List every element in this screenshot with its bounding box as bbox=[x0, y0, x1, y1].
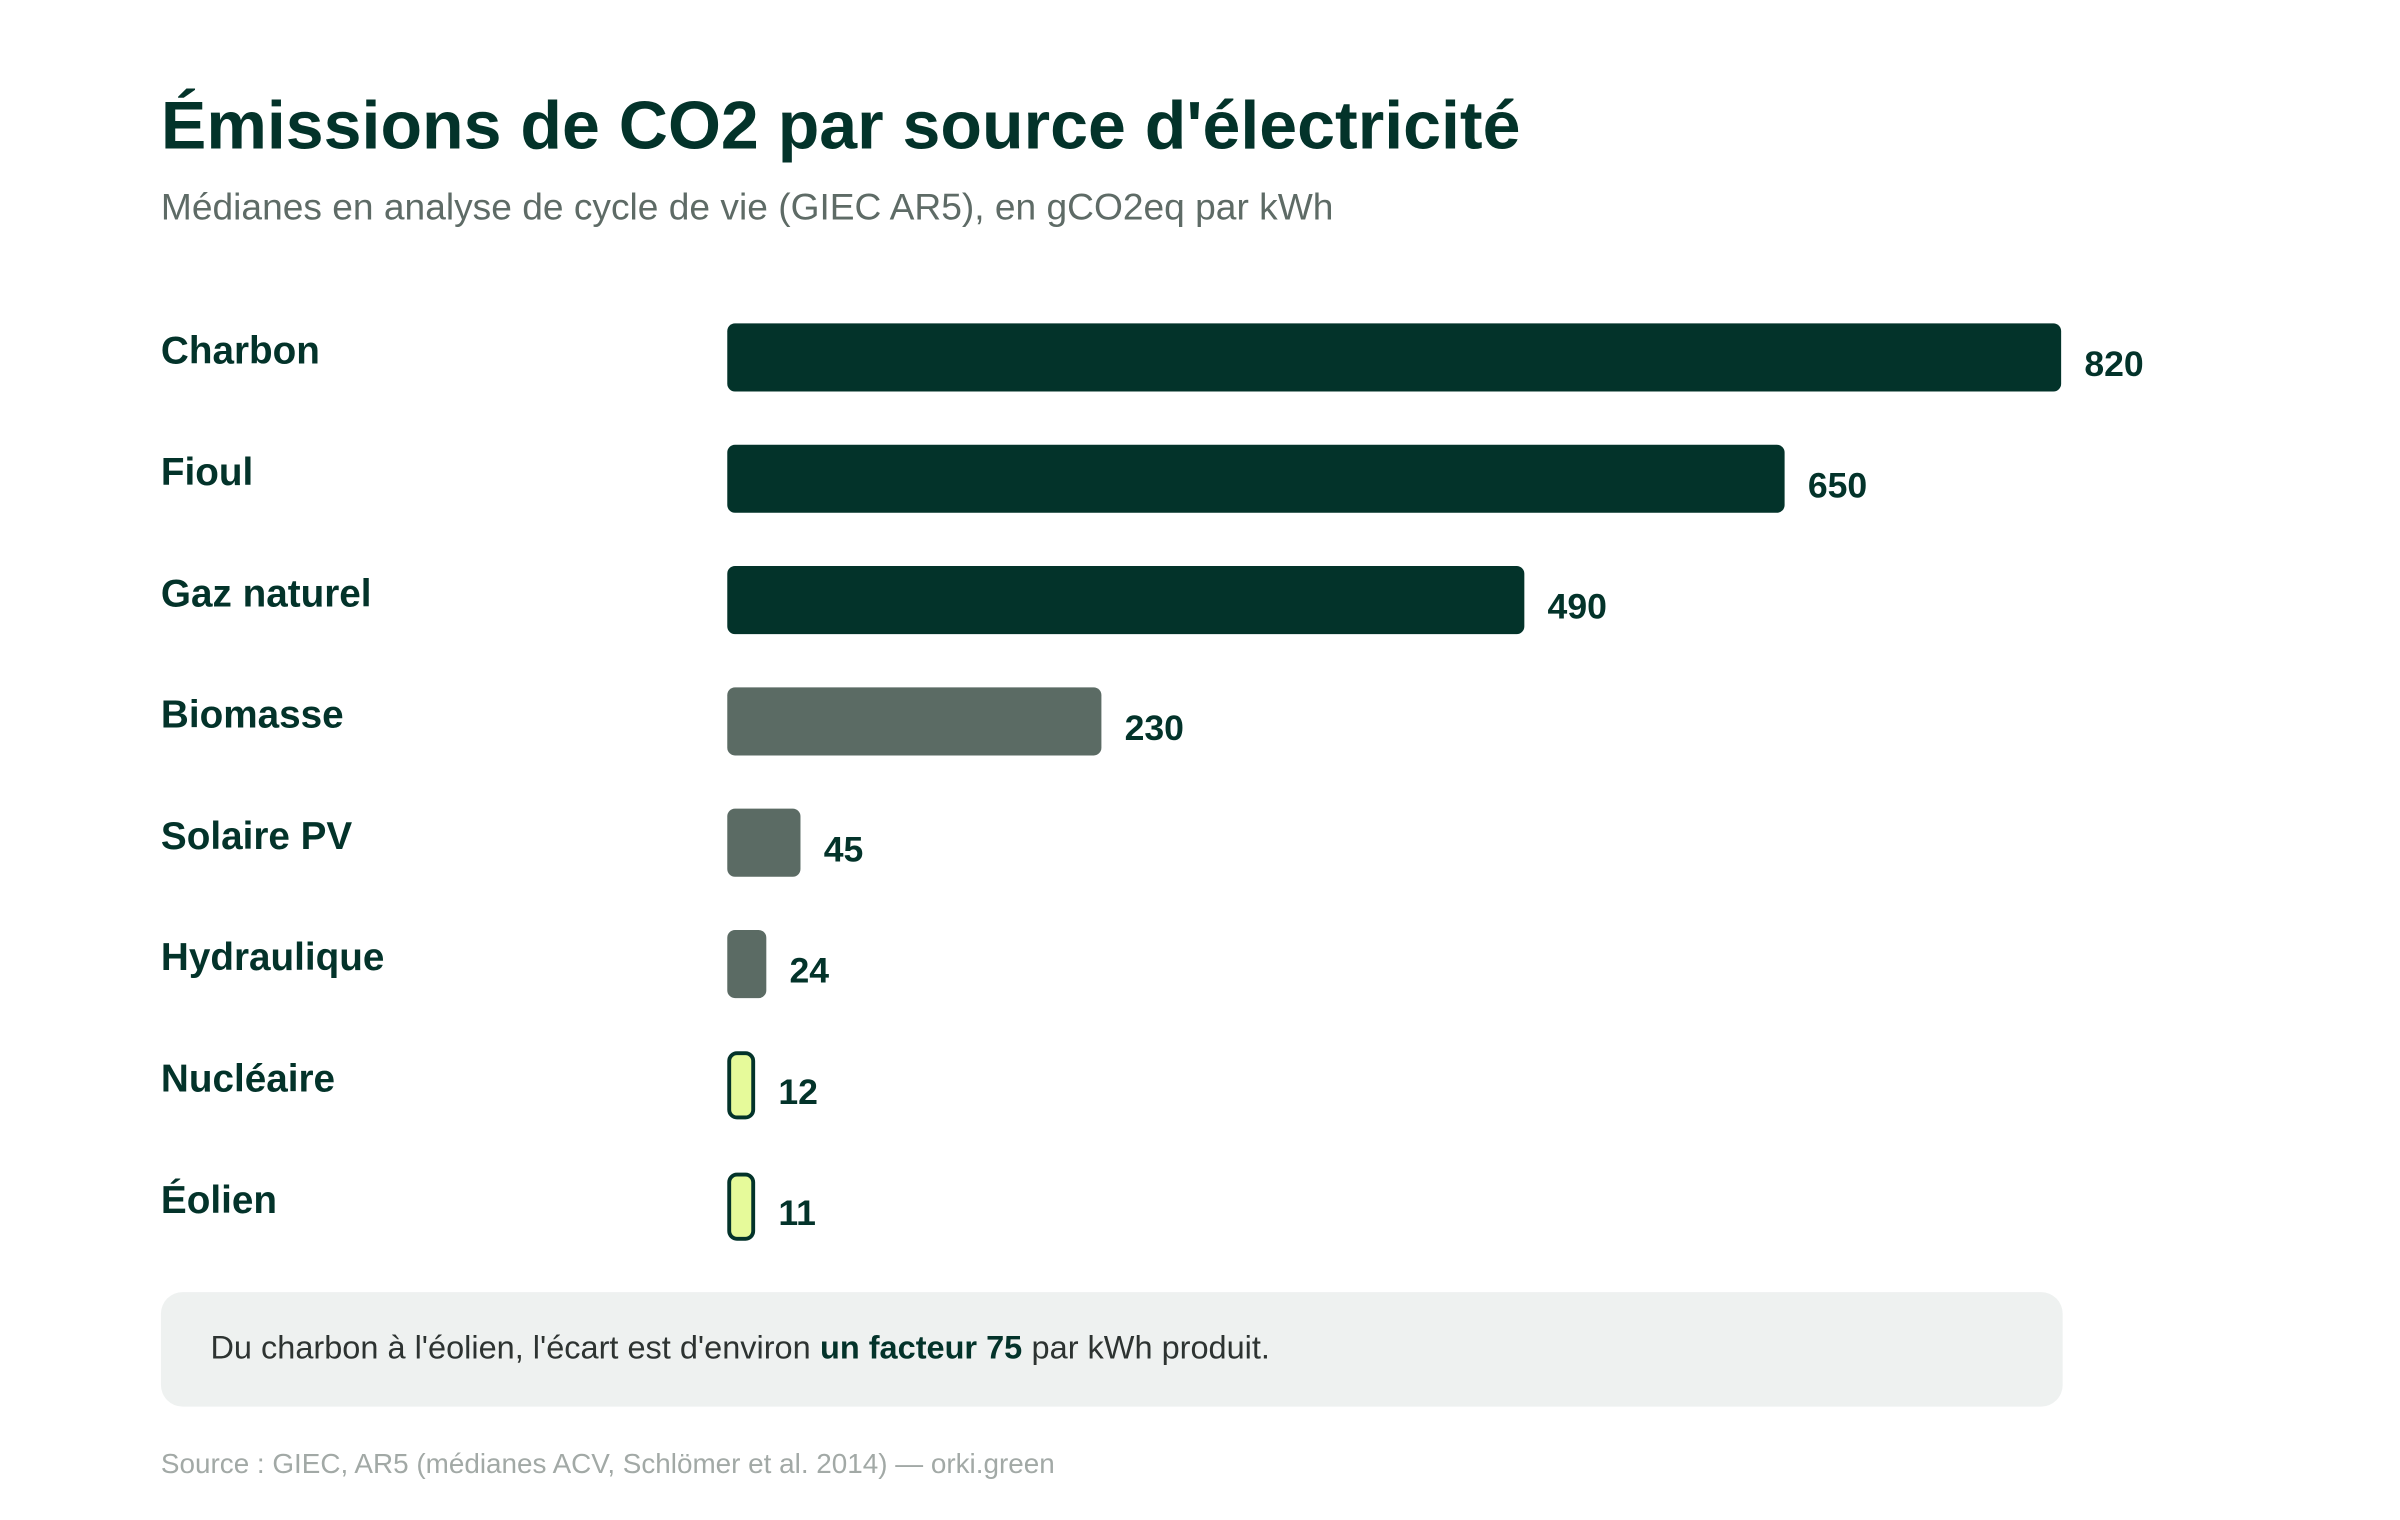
bar-solaire-pv bbox=[727, 808, 801, 877]
value-label-biomasse: 230 bbox=[1125, 708, 1184, 748]
value-label-hydraulique: 24 bbox=[790, 951, 830, 991]
bar-biomasse bbox=[727, 687, 1102, 756]
source-note: Source : GIEC, AR5 (médianes ACV, Schlöm… bbox=[160, 1448, 1055, 1480]
insight-callout: Du charbon à l'éolien, l'écart est d'env… bbox=[160, 1292, 2063, 1407]
bar-charbon bbox=[727, 323, 2062, 392]
value-label-fioul: 650 bbox=[1808, 465, 1867, 505]
chart-title: Émissions de CO2 par source d'électricit… bbox=[160, 88, 1521, 165]
category-label-fioul: Fioul bbox=[161, 451, 253, 494]
callout-text-before: Du charbon à l'éolien, l'écart est d'env… bbox=[210, 1330, 811, 1367]
category-label-nucleaire: Nucléaire bbox=[161, 1058, 335, 1101]
bar-nucleaire bbox=[727, 1051, 756, 1120]
category-label-hydraulique: Hydraulique bbox=[161, 936, 384, 979]
value-label-gaz-naturel: 490 bbox=[1548, 587, 1607, 627]
bar-fioul bbox=[727, 444, 1785, 513]
bar-hydraulique bbox=[727, 929, 767, 999]
bar-gaz-naturel bbox=[727, 566, 1525, 635]
category-label-gaz-naturel: Gaz naturel bbox=[161, 572, 372, 615]
callout-emphasis: un facteur 75 bbox=[820, 1330, 1023, 1367]
callout-text-after: par kWh produit. bbox=[1031, 1330, 1270, 1367]
category-label-solaire-pv: Solaire PV bbox=[161, 815, 353, 858]
value-label-nucleaire: 12 bbox=[778, 1072, 818, 1112]
category-label-biomasse: Biomasse bbox=[161, 694, 344, 737]
value-label-eolien: 11 bbox=[778, 1193, 816, 1233]
value-label-charbon: 820 bbox=[2084, 344, 2143, 384]
bar-eolien bbox=[727, 1172, 756, 1241]
category-label-eolien: Éolien bbox=[161, 1178, 277, 1222]
chart-subtitle: Médianes en analyse de cycle de vie (GIE… bbox=[160, 187, 1334, 230]
value-label-solaire-pv: 45 bbox=[824, 829, 864, 869]
category-label-charbon: Charbon bbox=[161, 330, 320, 373]
